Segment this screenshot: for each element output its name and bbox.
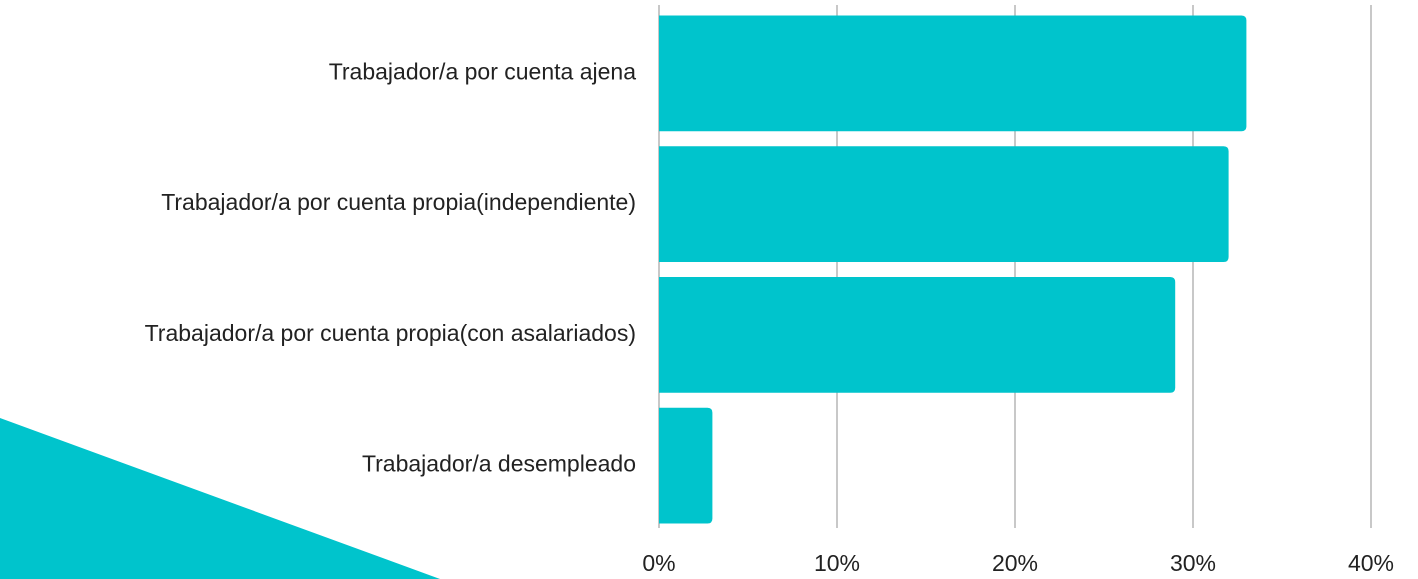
bar: [659, 407, 713, 524]
x-tick-label: 10%: [814, 550, 860, 576]
y-tick-label: Trabajador/a por cuenta propia(independi…: [161, 189, 636, 215]
y-tick-label: Trabajador/a por cuenta propia(con asala…: [145, 320, 636, 346]
x-tick-label: 0%: [642, 550, 675, 576]
x-tick-label: 20%: [992, 550, 1038, 576]
y-tick-label: Trabajador/a desempleado: [362, 451, 636, 477]
decoration: [0, 418, 440, 579]
y-tick-label: Trabajador/a por cuenta ajena: [329, 58, 637, 84]
x-tick-label: 30%: [1170, 550, 1216, 576]
bar: [659, 15, 1247, 132]
bar: [659, 277, 1176, 393]
bar: [659, 146, 1229, 262]
x-tick-label: 40%: [1348, 550, 1394, 576]
